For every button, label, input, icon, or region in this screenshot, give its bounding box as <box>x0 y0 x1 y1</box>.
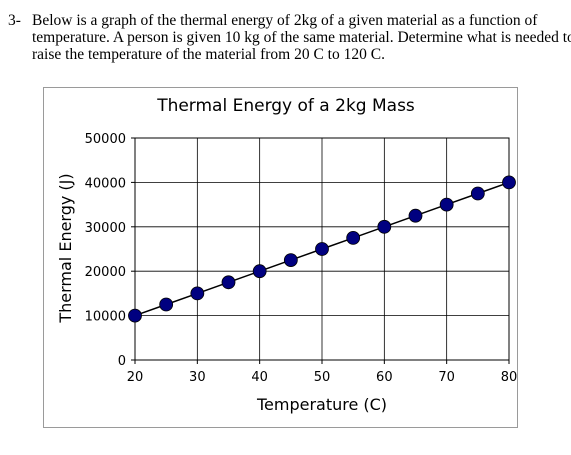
y-tick-label: 50000 <box>85 132 126 147</box>
x-tick-label: 50 <box>314 370 331 385</box>
data-point <box>470 186 485 201</box>
data-point <box>128 308 142 323</box>
y-tick-label: 40000 <box>85 176 126 191</box>
x-axis-label: Temperature (C) <box>256 395 387 414</box>
chart-title: Thermal Energy of a 2kg Mass <box>156 96 415 116</box>
x-tick-label: 30 <box>189 370 206 385</box>
chart-figure-frame <box>43 87 518 428</box>
data-point <box>221 275 236 290</box>
question-body: Below is a graph of the thermal energy o… <box>32 12 571 63</box>
y-axis-label: Thermal Energy (J) <box>56 173 75 323</box>
y-tick-label: 30000 <box>85 221 126 236</box>
data-point <box>315 242 329 256</box>
x-tick-label: 70 <box>438 370 455 385</box>
data-point <box>159 297 174 312</box>
series-layer <box>128 175 516 323</box>
axis-ticks: 20 30 40 50 60 70 80 0 10000 20000 30000 40000 50000 <box>85 132 518 385</box>
question-line-3: raise the temperature of the material fr… <box>32 46 385 63</box>
data-point <box>408 208 423 223</box>
x-tick-label: 40 <box>251 370 268 385</box>
data-point <box>283 253 298 268</box>
x-tick-label: 60 <box>376 370 393 385</box>
data-point <box>502 175 516 190</box>
x-tick-label: 80 <box>501 370 518 385</box>
x-tick-label: 20 <box>127 370 144 385</box>
data-point <box>346 230 361 245</box>
question-line-2: temperature. A person is given 10 kg of … <box>32 29 571 46</box>
y-tick-label: 20000 <box>85 265 126 280</box>
data-point <box>252 264 267 279</box>
question-number: 3- <box>8 12 21 29</box>
question-line-1: Below is a graph of the thermal energy o… <box>32 12 538 29</box>
data-point <box>377 219 392 234</box>
data-point <box>439 197 454 212</box>
y-tick-label: 0 <box>118 354 126 369</box>
y-tick-label: 10000 <box>85 310 126 325</box>
data-point <box>190 286 205 301</box>
